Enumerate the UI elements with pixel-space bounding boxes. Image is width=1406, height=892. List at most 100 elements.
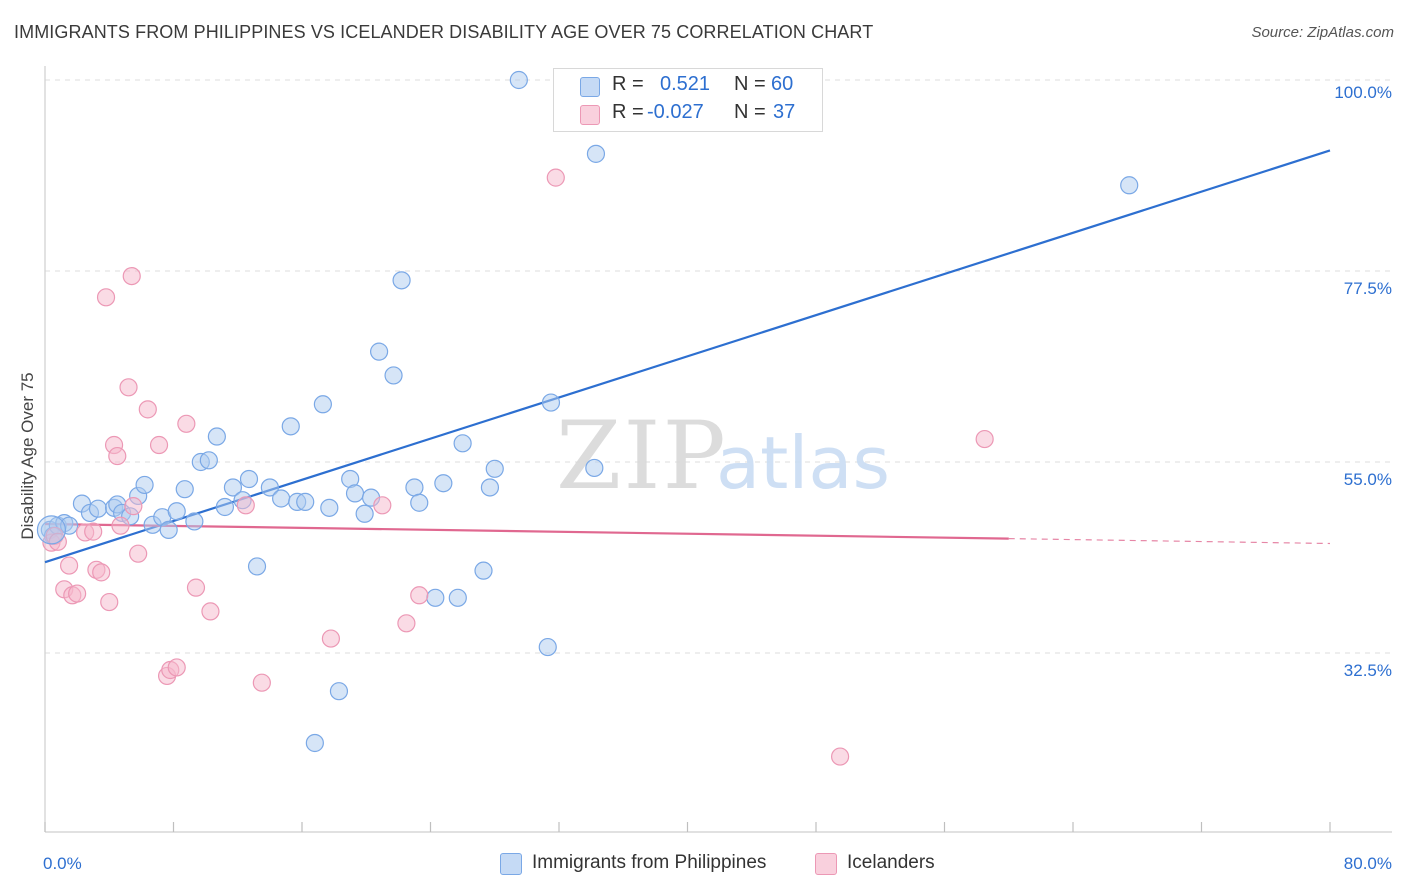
point-philippines bbox=[538, 637, 557, 657]
legend-swatch-icelanders bbox=[815, 853, 837, 875]
point-icelanders bbox=[167, 658, 186, 677]
point-icelanders bbox=[321, 629, 341, 648]
y-axis-label: Disability Age Over 75 bbox=[18, 372, 37, 539]
point-philippines bbox=[509, 70, 528, 90]
point-icelanders bbox=[149, 435, 169, 455]
stats-legend: R = 0.521 N = 60 R = -0.027 N = 37 bbox=[553, 68, 823, 132]
point-icelanders bbox=[119, 378, 138, 397]
legend-row-blue: R = 0.521 N = 60 bbox=[554, 73, 822, 101]
point-icelanders bbox=[111, 516, 130, 535]
y-tick-label: 100.0% bbox=[1334, 83, 1392, 102]
point-philippines bbox=[480, 478, 500, 497]
axes bbox=[44, 66, 1392, 833]
y-tick-label: 32.5% bbox=[1344, 661, 1392, 680]
point-icelanders bbox=[252, 673, 271, 692]
watermark-zip: ZIP bbox=[556, 402, 728, 511]
legend-swatch-philippines bbox=[500, 853, 522, 875]
point-philippines bbox=[453, 434, 472, 453]
point-philippines bbox=[260, 478, 279, 497]
legend-swatch-blue bbox=[580, 77, 600, 97]
point-philippines bbox=[313, 395, 332, 414]
legend-r-label: R = bbox=[612, 73, 644, 95]
source-label: Source: ZipAtlas.com bbox=[1251, 24, 1394, 41]
point-philippines bbox=[1120, 176, 1139, 195]
point-icelanders bbox=[129, 544, 148, 563]
legend-n-label: N = bbox=[734, 73, 766, 95]
point-icelanders bbox=[201, 602, 220, 621]
point-icelanders bbox=[96, 288, 116, 307]
point-philippines bbox=[392, 271, 411, 290]
legend-n-label: N = bbox=[734, 101, 766, 123]
point-icelanders bbox=[68, 584, 87, 603]
legend-r-value: 0.521 bbox=[660, 73, 711, 95]
point-philippines bbox=[434, 474, 453, 493]
point-philippines bbox=[88, 499, 108, 518]
point-philippines bbox=[345, 484, 365, 503]
point-philippines bbox=[36, 515, 67, 545]
watermark: ZIP atlas bbox=[556, 402, 890, 511]
point-icelanders bbox=[410, 586, 429, 605]
point-icelanders bbox=[100, 592, 119, 612]
grid-lines bbox=[45, 79, 1392, 654]
point-icelanders bbox=[138, 400, 157, 419]
point-philippines bbox=[355, 504, 374, 523]
point-icelanders bbox=[124, 497, 143, 516]
point-philippines bbox=[175, 480, 194, 499]
point-philippines bbox=[320, 498, 339, 517]
point-icelanders bbox=[186, 578, 206, 597]
point-philippines bbox=[585, 458, 604, 478]
point-philippines bbox=[199, 451, 218, 470]
point-philippines bbox=[272, 489, 291, 508]
point-philippines bbox=[167, 502, 186, 521]
point-philippines bbox=[586, 144, 606, 163]
point-icelanders bbox=[92, 563, 111, 582]
tick-labels: 32.5% 55.0% 77.5% 100.0% 0.0% 80.0% bbox=[43, 83, 1392, 873]
point-philippines bbox=[215, 497, 234, 517]
point-philippines bbox=[247, 557, 267, 576]
x-tick-label: 0.0% bbox=[43, 854, 82, 873]
point-icelanders bbox=[975, 429, 994, 449]
legend-label-philippines: Immigrants from Philippines bbox=[532, 852, 767, 873]
point-icelanders bbox=[397, 614, 416, 633]
trend-lines bbox=[44, 149, 1331, 564]
point-philippines bbox=[384, 366, 403, 385]
point-philippines bbox=[296, 492, 315, 511]
point-philippines bbox=[223, 478, 243, 497]
point-icelanders bbox=[84, 522, 103, 541]
point-philippines bbox=[329, 682, 349, 701]
point-philippines bbox=[159, 520, 178, 540]
point-philippines bbox=[410, 493, 429, 512]
trend-line-icelanders bbox=[44, 522, 1009, 540]
legend-label-icelanders: Icelanders bbox=[847, 852, 935, 873]
point-icelanders bbox=[546, 168, 565, 187]
legend-row-pink: R = -0.027 N = 37 bbox=[554, 101, 822, 129]
legend-r-label: R = bbox=[612, 101, 644, 123]
point-philippines bbox=[426, 588, 445, 607]
point-icelanders bbox=[177, 414, 196, 433]
y-tick-label: 55.0% bbox=[1344, 470, 1392, 489]
point-philippines bbox=[135, 475, 154, 495]
x-tick-label: 80.0% bbox=[1344, 854, 1392, 873]
point-philippines bbox=[474, 561, 493, 580]
trend-line-philippines bbox=[44, 149, 1331, 564]
point-icelanders bbox=[59, 556, 79, 575]
trend-line-icelanders-dashed bbox=[1008, 538, 1331, 545]
point-philippines bbox=[239, 469, 259, 489]
data-points bbox=[36, 70, 1139, 766]
point-philippines bbox=[370, 342, 389, 361]
point-icelanders bbox=[830, 747, 850, 766]
point-icelanders bbox=[373, 496, 392, 515]
point-philippines bbox=[185, 512, 204, 531]
watermark-atlas: atlas bbox=[716, 421, 890, 505]
legend-n-value: 37 bbox=[773, 101, 796, 123]
point-icelanders bbox=[108, 446, 127, 466]
legend-n-value: 60 bbox=[771, 73, 794, 95]
point-icelanders bbox=[122, 266, 141, 286]
y-tick-label: 77.5% bbox=[1344, 279, 1392, 298]
legend-r-value: -0.027 bbox=[647, 101, 704, 123]
point-philippines bbox=[448, 588, 467, 607]
point-philippines bbox=[305, 733, 324, 753]
point-philippines bbox=[207, 427, 226, 446]
point-icelanders bbox=[236, 496, 255, 515]
